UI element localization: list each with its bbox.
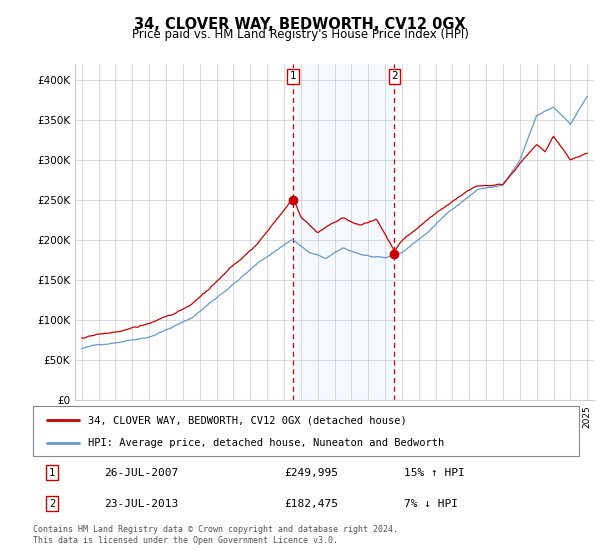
Text: 34, CLOVER WAY, BEDWORTH, CV12 0GX: 34, CLOVER WAY, BEDWORTH, CV12 0GX: [134, 17, 466, 32]
Text: £182,475: £182,475: [284, 498, 338, 508]
Text: 2: 2: [391, 71, 398, 81]
Text: HPI: Average price, detached house, Nuneaton and Bedworth: HPI: Average price, detached house, Nune…: [88, 438, 444, 449]
Text: 23-JUL-2013: 23-JUL-2013: [104, 498, 178, 508]
Text: 2: 2: [49, 498, 55, 508]
Text: 15% ↑ HPI: 15% ↑ HPI: [404, 468, 465, 478]
Text: Contains HM Land Registry data © Crown copyright and database right 2024.
This d: Contains HM Land Registry data © Crown c…: [33, 525, 398, 545]
Text: £249,995: £249,995: [284, 468, 338, 478]
Text: 7% ↓ HPI: 7% ↓ HPI: [404, 498, 458, 508]
Text: 26-JUL-2007: 26-JUL-2007: [104, 468, 178, 478]
Text: 1: 1: [49, 468, 55, 478]
FancyBboxPatch shape: [33, 406, 579, 456]
Text: Price paid vs. HM Land Registry's House Price Index (HPI): Price paid vs. HM Land Registry's House …: [131, 28, 469, 41]
Text: 34, CLOVER WAY, BEDWORTH, CV12 0GX (detached house): 34, CLOVER WAY, BEDWORTH, CV12 0GX (deta…: [88, 415, 406, 425]
Bar: [293, 64, 394, 400]
Text: 1: 1: [290, 71, 296, 81]
